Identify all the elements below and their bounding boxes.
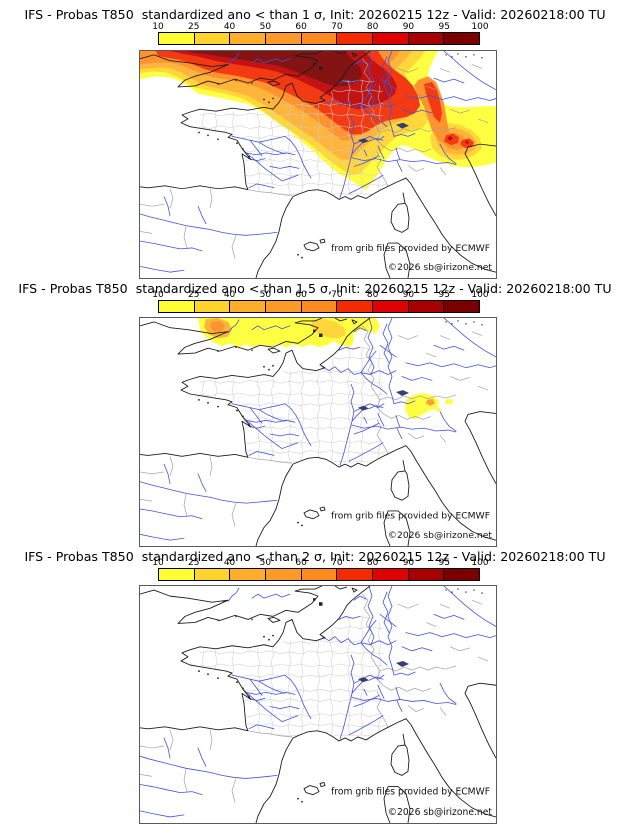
copyright-text: ©2026 sb@irizone.net (388, 531, 493, 541)
probability-shading-1sigma (140, 51, 496, 190)
ecmwf-attribution: from grib files provided by ECMWF (331, 512, 490, 522)
map-2sigma: from grib files provided by ECMWF ©2026 … (139, 585, 497, 824)
colorbar-segment-2 (230, 33, 267, 44)
colorbar-tick-50: 50 (259, 22, 272, 32)
colorbar-tick-90: 90 (402, 22, 415, 32)
colorbar-1-ticks: 10 25 40 50 60 70 80 90 95 100 (152, 22, 488, 33)
colorbar-tick-100: 100 (471, 22, 489, 32)
colorbar-tick-50: 50 (259, 558, 272, 568)
colorbar-segment-6 (373, 569, 409, 580)
panel-3-title: IFS - Probas T850 standardized ano < tha… (24, 549, 606, 564)
colorbar-3 (158, 568, 480, 581)
colorbar-segment-4 (301, 33, 338, 44)
colorbar-tick-100: 100 (471, 558, 489, 568)
colorbar-tick-60: 60 (295, 22, 307, 32)
colorbar-tick-70: 70 (331, 558, 343, 568)
colorbar-segment-1 (194, 301, 231, 312)
colorbar-tick-10: 10 (152, 22, 164, 32)
ecmwf-attribution: from grib files provided by ECMWF (331, 244, 490, 254)
colorbar-segment-4 (301, 301, 338, 312)
colorbar-segment-1 (194, 33, 231, 44)
colorbar-1 (158, 32, 480, 45)
colorbar-tick-95: 95 (438, 22, 450, 32)
colorbar-segment-3 (266, 569, 302, 580)
map-1sigma: from grib files provided by ECMWF ©2026 … (139, 50, 497, 279)
copyright-text: ©2026 sb@irizone.net (388, 263, 493, 273)
map-2sigma-svg: from grib files provided by ECMWF ©2026 … (140, 586, 496, 823)
colorbar-tick-50: 50 (259, 290, 272, 300)
colorbar-tick-80: 80 (366, 22, 379, 32)
colorbar-segment-5 (337, 301, 374, 312)
map-1sigma-svg: from grib files provided by ECMWF ©2026 … (140, 51, 496, 278)
colorbar-tick-10: 10 (152, 558, 164, 568)
colorbar-tick-100: 100 (471, 290, 489, 300)
colorbar-tick-80: 80 (366, 290, 379, 300)
colorbar-segment-2 (230, 301, 267, 312)
map-1p5sigma: from grib files provided by ECMWF ©2026 … (139, 317, 497, 547)
colorbar-tick-80: 80 (366, 558, 379, 568)
colorbar-segment-0 (159, 33, 195, 44)
colorbar-tick-25: 25 (188, 290, 200, 300)
colorbar-tick-25: 25 (188, 558, 200, 568)
colorbar-tick-70: 70 (331, 22, 343, 32)
colorbar-segment-3 (266, 301, 302, 312)
colorbar-tick-70: 70 (331, 290, 343, 300)
panel-1-title: IFS - Probas T850 standardized ano < tha… (24, 7, 606, 22)
colorbar-segment-3 (266, 33, 302, 44)
colorbar-segment-4 (301, 569, 338, 580)
colorbar-tick-25: 25 (188, 22, 200, 32)
copyright-text: ©2026 sb@irizone.net (388, 807, 493, 818)
colorbar-tick-40: 40 (223, 22, 236, 32)
ecmwf-attribution: from grib files provided by ECMWF (331, 787, 490, 798)
colorbar-2 (158, 300, 480, 313)
colorbar-segment-7 (408, 301, 445, 312)
colorbar-tick-60: 60 (295, 558, 307, 568)
colorbar-tick-95: 95 (438, 290, 450, 300)
colorbar-3-ticks: 10 25 40 50 60 70 80 90 95 100 (152, 558, 488, 569)
colorbar-segment-6 (373, 33, 409, 44)
colorbar-tick-95: 95 (438, 558, 450, 568)
colorbar-segment-5 (337, 569, 374, 580)
colorbar-segment-0 (159, 301, 195, 312)
colorbar-segment-8 (444, 569, 480, 580)
colorbar-tick-40: 40 (223, 290, 236, 300)
colorbar-segment-7 (408, 569, 445, 580)
colorbar-segment-8 (444, 33, 480, 44)
colorbar-tick-40: 40 (223, 558, 236, 568)
map-1p5sigma-svg: from grib files provided by ECMWF ©2026 … (140, 318, 496, 546)
panel-2-title: IFS - Probas T850 standardized ano < tha… (18, 281, 612, 296)
colorbar-tick-60: 60 (295, 290, 307, 300)
colorbar-tick-10: 10 (152, 290, 164, 300)
colorbar-2-ticks: 10 25 40 50 60 70 80 90 95 100 (152, 290, 488, 301)
colorbar-tick-90: 90 (402, 558, 415, 568)
colorbar-segment-8 (444, 301, 480, 312)
colorbar-tick-90: 90 (402, 290, 415, 300)
colorbar-segment-0 (159, 569, 195, 580)
colorbar-segment-5 (337, 33, 374, 44)
colorbar-segment-1 (194, 569, 231, 580)
colorbar-segment-2 (230, 569, 267, 580)
colorbar-segment-6 (373, 301, 409, 312)
colorbar-segment-7 (408, 33, 445, 44)
